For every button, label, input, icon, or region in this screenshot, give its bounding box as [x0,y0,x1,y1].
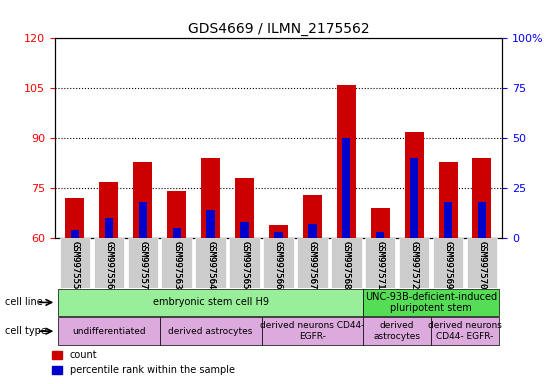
Text: embryonic stem cell H9: embryonic stem cell H9 [153,297,269,308]
FancyBboxPatch shape [263,238,294,288]
Text: GSM997565: GSM997565 [240,240,249,289]
Text: GSM997555: GSM997555 [70,240,80,289]
Text: GSM997569: GSM997569 [443,240,453,289]
FancyBboxPatch shape [162,238,192,288]
Text: GSM997563: GSM997563 [172,240,181,289]
Text: GSM997555: GSM997555 [70,240,80,289]
Text: GSM997564: GSM997564 [206,240,215,289]
Bar [269,225,288,238]
Bar [105,218,113,238]
Bar [438,162,458,238]
Text: GSM997565: GSM997565 [240,240,249,289]
Text: GSM997556: GSM997556 [104,240,114,289]
Bar [201,158,220,238]
Text: derived neurons CD44-
EGFR-: derived neurons CD44- EGFR- [260,321,365,341]
Text: GSM997571: GSM997571 [376,240,385,289]
Bar [337,85,356,238]
Bar [444,202,452,238]
FancyBboxPatch shape [60,238,90,288]
Text: GSM997567: GSM997567 [308,240,317,289]
Text: derived astrocytes: derived astrocytes [168,327,253,336]
Bar [240,222,248,238]
FancyBboxPatch shape [262,317,363,345]
FancyBboxPatch shape [433,238,464,288]
Text: UNC-93B-deficient-induced
pluripotent stem: UNC-93B-deficient-induced pluripotent st… [365,291,497,313]
Bar [167,192,186,238]
FancyBboxPatch shape [160,317,262,345]
Text: GSM997571: GSM997571 [376,240,385,289]
Text: GSM997566: GSM997566 [274,240,283,289]
Text: GSM997568: GSM997568 [342,240,351,289]
Bar [308,224,317,238]
Title: GDS4669 / ILMN_2175562: GDS4669 / ILMN_2175562 [188,22,369,36]
Text: GSM997567: GSM997567 [308,240,317,289]
FancyBboxPatch shape [58,317,160,345]
Bar [342,138,351,238]
FancyBboxPatch shape [195,238,226,288]
Bar [405,132,424,238]
Text: GSM997563: GSM997563 [172,240,181,289]
Bar [410,158,418,238]
Text: GSM997556: GSM997556 [104,240,114,289]
Bar [376,232,384,238]
Bar [472,158,491,238]
Bar [371,208,390,238]
FancyBboxPatch shape [363,289,499,316]
FancyBboxPatch shape [58,289,363,316]
Text: cell type: cell type [5,326,48,336]
FancyBboxPatch shape [431,317,499,345]
Text: derived
astrocytes: derived astrocytes [373,321,420,341]
Text: GSM997572: GSM997572 [410,240,419,289]
Text: undifferentiated: undifferentiated [72,327,146,336]
Text: GSM997570: GSM997570 [477,240,486,289]
FancyBboxPatch shape [365,238,395,288]
Bar [274,232,283,238]
Bar [206,210,215,238]
FancyBboxPatch shape [399,238,429,288]
Bar [133,162,152,238]
Text: GSM997568: GSM997568 [342,240,351,289]
Text: derived neurons
CD44- EGFR-: derived neurons CD44- EGFR- [428,321,502,341]
Text: GSM997557: GSM997557 [138,240,147,289]
Text: cell line: cell line [5,297,43,307]
Bar [66,198,85,238]
Text: GSM997566: GSM997566 [274,240,283,289]
Text: GSM997570: GSM997570 [477,240,486,289]
Bar [139,202,147,238]
Bar [303,195,322,238]
Text: GSM997572: GSM997572 [410,240,419,289]
Bar [71,230,79,238]
Text: GSM997569: GSM997569 [443,240,453,289]
Text: GSM997564: GSM997564 [206,240,215,289]
Bar [478,202,486,238]
FancyBboxPatch shape [297,238,328,288]
FancyBboxPatch shape [331,238,361,288]
FancyBboxPatch shape [229,238,260,288]
FancyBboxPatch shape [128,238,158,288]
Bar [173,228,181,238]
Text: GSM997557: GSM997557 [138,240,147,289]
Legend: count, percentile rank within the sample: count, percentile rank within the sample [49,346,239,379]
Bar [99,182,118,238]
FancyBboxPatch shape [93,238,124,288]
Bar [235,178,254,238]
FancyBboxPatch shape [467,238,497,288]
FancyBboxPatch shape [363,317,431,345]
